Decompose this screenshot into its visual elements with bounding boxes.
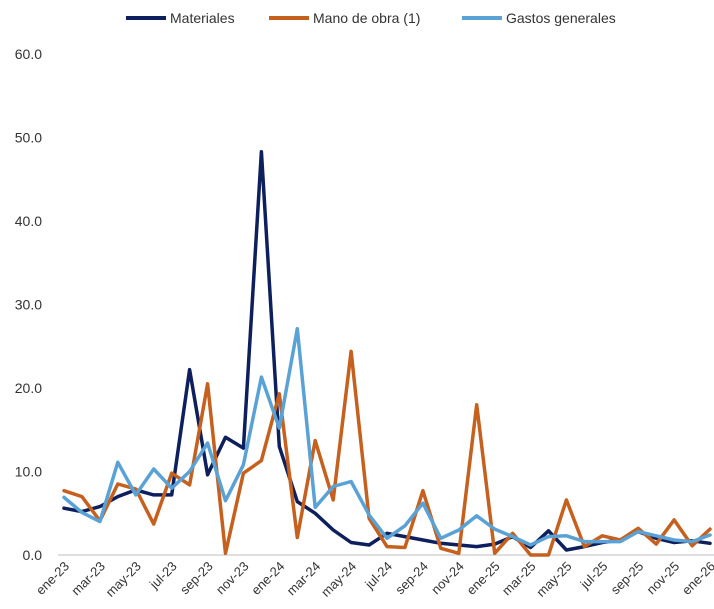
y-tick-label: 10.0 (15, 464, 42, 480)
legend-label: Materiales (170, 10, 235, 26)
x-tick-label: mar-23 (68, 559, 108, 599)
x-tick-label: jul-24 (361, 559, 395, 593)
x-tick-label: sep-23 (177, 559, 216, 598)
y-tick-label: 60.0 (15, 46, 42, 62)
x-tick-label: ene-26 (679, 559, 714, 598)
y-tick-label: 0.0 (23, 547, 43, 563)
legend-label: Mano de obra (1) (313, 10, 420, 26)
y-tick-label: 20.0 (15, 380, 42, 396)
legend-item: Gastos generales (462, 10, 616, 26)
y-tick-label: 50.0 (15, 130, 42, 146)
y-tick-label: 30.0 (15, 297, 42, 313)
x-tick-label: jul-25 (577, 559, 611, 593)
legend-item: Materiales (126, 10, 235, 26)
series-line-1 (62, 149, 712, 552)
x-tick-label: ene-24 (248, 559, 287, 598)
x-tick-label: jul-23 (146, 559, 180, 593)
series-line-2 (62, 349, 712, 557)
legend-label: Gastos generales (506, 10, 616, 26)
y-axis: 0.0 10.0 20.0 30.0 40.0 50.0 60.0 (15, 46, 42, 563)
series-lines (62, 149, 712, 557)
legend: Materiales Mano de obra (1) Gastos general… (126, 10, 616, 26)
x-tick-label: may-23 (103, 559, 144, 600)
series-line-3 (62, 326, 712, 547)
x-tick-label: nov-24 (428, 559, 467, 598)
x-tick-label: ene-23 (33, 559, 72, 598)
legend-item: Mano de obra (1) (269, 10, 420, 26)
x-tick-label: mar-24 (284, 559, 324, 599)
x-tick-label: nov-23 (213, 559, 252, 598)
x-tick-label: nov-25 (644, 559, 683, 598)
x-tick-label: sep-25 (608, 559, 647, 598)
x-tick-label: mar-25 (499, 559, 539, 599)
x-tick-label: may-24 (318, 559, 359, 600)
x-tick-label: ene-25 (464, 559, 503, 598)
x-tick-label: may-25 (533, 559, 574, 600)
y-tick-label: 40.0 (15, 213, 42, 229)
x-tick-label: sep-24 (392, 559, 431, 598)
